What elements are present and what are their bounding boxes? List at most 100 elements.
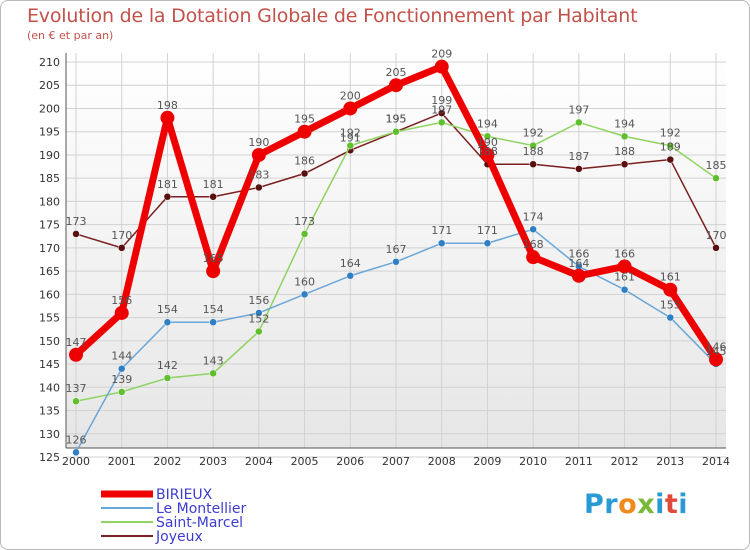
point-saint-marcel bbox=[620, 132, 629, 141]
data-label-saint-marcel: 192 bbox=[523, 127, 544, 140]
legend-label: Joyeux bbox=[155, 529, 203, 545]
point-joyeux bbox=[712, 244, 720, 252]
data-label-le-montellier: 145 bbox=[706, 345, 727, 358]
point-le-montellier bbox=[666, 313, 675, 322]
x-tick-label: 2005 bbox=[291, 455, 319, 468]
point-saint-marcel bbox=[712, 174, 720, 182]
point-le-montellier bbox=[346, 272, 355, 280]
point-le-montellier bbox=[392, 258, 400, 266]
point-birieux bbox=[571, 268, 586, 283]
y-tick-label: 190 bbox=[39, 149, 60, 162]
data-label-saint-marcel: 139 bbox=[111, 373, 132, 386]
x-tick-label: 2004 bbox=[245, 455, 273, 468]
point-saint-marcel bbox=[346, 141, 355, 150]
x-tick-label: 2006 bbox=[336, 455, 364, 468]
data-label-joyeux: 188 bbox=[614, 145, 635, 158]
point-birieux bbox=[297, 124, 312, 139]
data-label-saint-marcel: 195 bbox=[386, 113, 407, 126]
data-label-birieux: 164 bbox=[568, 257, 589, 270]
point-birieux bbox=[389, 78, 403, 93]
y-tick-label: 155 bbox=[39, 312, 60, 325]
y-tick-label: 130 bbox=[39, 428, 60, 441]
x-tick-label: 2000 bbox=[62, 455, 90, 468]
y-tick-label: 185 bbox=[39, 172, 60, 185]
point-joyeux bbox=[300, 169, 309, 178]
point-saint-marcel bbox=[72, 397, 80, 405]
data-label-birieux: 200 bbox=[340, 89, 361, 102]
point-saint-marcel bbox=[392, 127, 400, 136]
x-tick-label: 2007 bbox=[382, 455, 410, 468]
data-label-saint-marcel: 142 bbox=[157, 359, 178, 372]
y-tick-label: 160 bbox=[39, 288, 60, 301]
point-saint-marcel bbox=[300, 230, 309, 238]
point-saint-marcel bbox=[529, 141, 537, 150]
point-saint-marcel bbox=[483, 132, 492, 141]
point-birieux bbox=[114, 305, 129, 320]
x-tick-label: 2011 bbox=[565, 455, 593, 468]
data-label-birieux: 190 bbox=[477, 136, 498, 149]
logo-letter: r bbox=[604, 489, 619, 520]
y-tick-label: 210 bbox=[39, 56, 60, 69]
point-joyeux bbox=[437, 109, 446, 117]
data-label-le-montellier: 126 bbox=[66, 433, 87, 446]
data-label-le-montellier: 167 bbox=[386, 243, 407, 256]
x-tick-label: 2012 bbox=[611, 455, 639, 468]
data-label-joyeux: 181 bbox=[203, 178, 224, 191]
data-label-saint-marcel: 137 bbox=[66, 382, 87, 395]
point-le-montellier bbox=[437, 239, 446, 247]
point-birieux bbox=[617, 259, 632, 274]
data-label-birieux: 146 bbox=[706, 340, 727, 353]
data-label-le-montellier: 154 bbox=[203, 303, 224, 316]
legend-label: BIRIEUX bbox=[156, 487, 213, 503]
data-label-joyeux: 189 bbox=[660, 141, 681, 154]
point-birieux bbox=[206, 264, 221, 279]
data-label-le-montellier: 144 bbox=[111, 350, 132, 363]
data-label-birieux: 147 bbox=[66, 336, 87, 349]
y-tick-label: 135 bbox=[39, 405, 60, 418]
logo-letter: P bbox=[584, 489, 605, 520]
point-saint-marcel bbox=[255, 327, 263, 336]
data-label-saint-marcel: 197 bbox=[431, 103, 452, 116]
point-le-montellier bbox=[529, 225, 537, 234]
data-label-birieux: 209 bbox=[431, 48, 452, 61]
data-label-birieux: 195 bbox=[294, 113, 315, 126]
point-joyeux bbox=[117, 244, 126, 252]
series-group bbox=[69, 59, 723, 457]
data-label-joyeux: 199 bbox=[431, 94, 452, 107]
data-label-saint-marcel: 192 bbox=[340, 127, 361, 140]
data-label-saint-marcel: 192 bbox=[660, 127, 681, 140]
data-label-joyeux: 188 bbox=[477, 145, 498, 158]
y-tick-label: 180 bbox=[39, 195, 60, 208]
point-birieux bbox=[251, 147, 266, 162]
chart-title: Evolution de la Dotation Globale de Fonc… bbox=[27, 5, 638, 27]
point-le-montellier bbox=[300, 290, 309, 299]
data-label-le-montellier: 171 bbox=[431, 224, 452, 237]
data-label-saint-marcel: 185 bbox=[706, 159, 727, 172]
data-label-saint-marcel: 197 bbox=[568, 103, 589, 116]
data-label-birieux: 161 bbox=[660, 271, 681, 284]
point-saint-marcel bbox=[117, 388, 126, 396]
y-tick-label: 205 bbox=[39, 79, 60, 92]
point-le-montellier bbox=[72, 448, 80, 457]
point-joyeux bbox=[575, 165, 583, 173]
data-label-le-montellier: 164 bbox=[340, 257, 361, 270]
axes: 125 130 135 140 145 150 155 160 165 170 175 180 185 1… bbox=[39, 53, 730, 468]
data-label-joyeux: 186 bbox=[294, 155, 315, 168]
data-label-birieux: 165 bbox=[203, 252, 224, 265]
y-tick-label: 195 bbox=[39, 126, 60, 139]
point-le-montellier bbox=[620, 285, 629, 294]
x-tick-label: 2013 bbox=[656, 455, 684, 468]
data-label-joyeux: 181 bbox=[157, 178, 178, 191]
point-le-montellier bbox=[117, 364, 126, 373]
data-label-birieux: 156 bbox=[111, 294, 132, 307]
point-birieux bbox=[663, 282, 678, 297]
point-birieux bbox=[434, 59, 449, 74]
point-le-montellier bbox=[209, 318, 217, 326]
data-label-saint-marcel: 194 bbox=[477, 117, 498, 130]
data-label-le-montellier: 161 bbox=[614, 271, 635, 284]
data-label-joyeux: 170 bbox=[706, 229, 727, 242]
x-tick-label: 2008 bbox=[428, 455, 456, 468]
data-label-le-montellier: 156 bbox=[248, 294, 269, 307]
data-label-joyeux: 173 bbox=[66, 215, 87, 228]
